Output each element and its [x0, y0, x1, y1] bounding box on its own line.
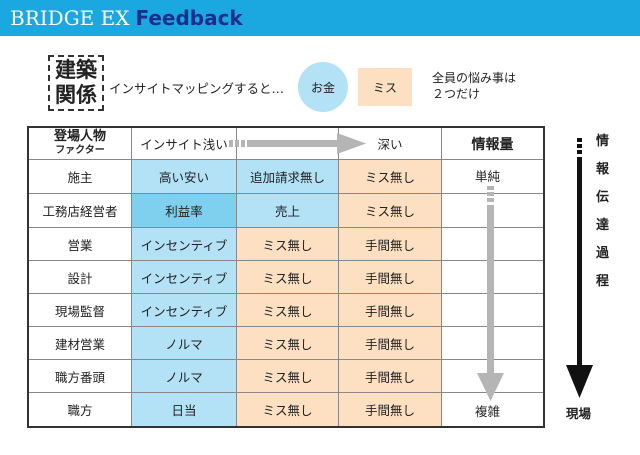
grid-line: [29, 392, 543, 393]
factor-cell: インセンティブ: [132, 228, 236, 260]
factor-cell: インセンティブ: [132, 294, 236, 326]
grid-line: [131, 128, 132, 426]
factor-cell: ミス無し: [237, 360, 338, 392]
grid-line: [338, 128, 339, 426]
insight-shallow-label: インサイト浅い: [140, 137, 228, 152]
info-complex-label: 複雑: [475, 404, 501, 419]
factor-cell: 売上: [237, 194, 338, 227]
factor-cell: 手間無し: [339, 261, 441, 293]
factor-cell: 追加請求無し: [237, 160, 338, 193]
brand: BRIDGE EX Feedback: [10, 6, 243, 30]
role-cell: 工務店経営者: [42, 204, 118, 219]
insight-deep-label: 深い: [377, 137, 403, 152]
role-cell: 営業: [67, 237, 93, 253]
factor-cell: ミス無し: [237, 261, 338, 293]
factor-cell: ノルマ: [132, 327, 236, 359]
brand-subtitle: Feedback: [135, 6, 243, 30]
money-circle: お金: [298, 62, 348, 112]
factor-cell: 高い安い: [132, 160, 236, 193]
info-header: 情報量: [471, 136, 514, 153]
grid-line: [29, 193, 543, 194]
industry-label: 建築 関係: [48, 55, 104, 111]
factor-cell: 日当: [132, 393, 236, 426]
brand-name: BRIDGE EX: [10, 6, 130, 30]
intro-text: インサイトマッピングすると…: [109, 81, 285, 96]
factor-cell: 手間無し: [339, 327, 441, 359]
note-text: 全員の悩み事は ２つだけ: [432, 70, 516, 102]
info-simple-label: 単純: [475, 169, 501, 184]
factor-cell: インセンティブ: [132, 261, 236, 293]
grid-line: [29, 293, 543, 294]
industry-line-2: 関係: [55, 83, 97, 107]
factor-cell: 手間無し: [339, 228, 441, 260]
process-label-char: 過: [596, 246, 610, 261]
grid-line: [29, 227, 543, 228]
role-cell: 建材営業: [54, 336, 105, 352]
process-label-char: 程: [596, 274, 610, 289]
factor-cell: ミス無し: [339, 194, 441, 227]
role-header-main: 登場人物: [53, 128, 106, 144]
factor-cell: 手間無し: [339, 393, 441, 426]
process-bottom-label: 現場: [566, 406, 592, 421]
factor-cell: ミス無し: [237, 228, 338, 260]
note-line-2: ２つだけ: [432, 87, 481, 101]
role-cell: 現場監督: [54, 303, 105, 319]
grid-line: [441, 128, 442, 426]
grid-line: [29, 326, 543, 327]
header-bar: BRIDGE EX Feedback: [0, 0, 640, 36]
note-line-1: 全員の悩み事は: [432, 71, 517, 85]
factor-cell: ミス無し: [339, 160, 441, 193]
role-cell: 職方: [67, 403, 93, 418]
grid-line: [236, 128, 237, 426]
role-header-sub: ファクター: [55, 144, 105, 156]
factor-cell: 手間無し: [339, 360, 441, 392]
insight-table: 登場人物 ファクター インサイト浅い 深い 情報量 施主 高い安い 追加請求無し…: [27, 126, 545, 428]
process-label-char: 伝: [596, 190, 610, 205]
role-cell: 職方番頭: [54, 369, 105, 385]
grid-line: [29, 260, 543, 261]
process-label-char: 情: [596, 134, 610, 149]
process-label-char: 報: [596, 162, 610, 177]
role-cell: 設計: [67, 270, 93, 286]
miss-box: ミス: [358, 68, 412, 106]
factor-cell: 利益率: [132, 194, 236, 227]
industry-line-1: 建築: [55, 58, 97, 82]
factor-cell: ミス無し: [237, 294, 338, 326]
grid-line: [29, 159, 543, 160]
factor-cell: ミス無し: [237, 327, 338, 359]
process-label-char: 達: [596, 218, 610, 233]
factor-cell: ノルマ: [132, 360, 236, 392]
factor-cell: 手間無し: [339, 294, 441, 326]
grid-line: [29, 359, 543, 360]
role-header: 登場人物 ファクター: [29, 128, 131, 159]
factor-cell: ミス無し: [237, 393, 338, 426]
role-cell: 施主: [67, 170, 93, 185]
